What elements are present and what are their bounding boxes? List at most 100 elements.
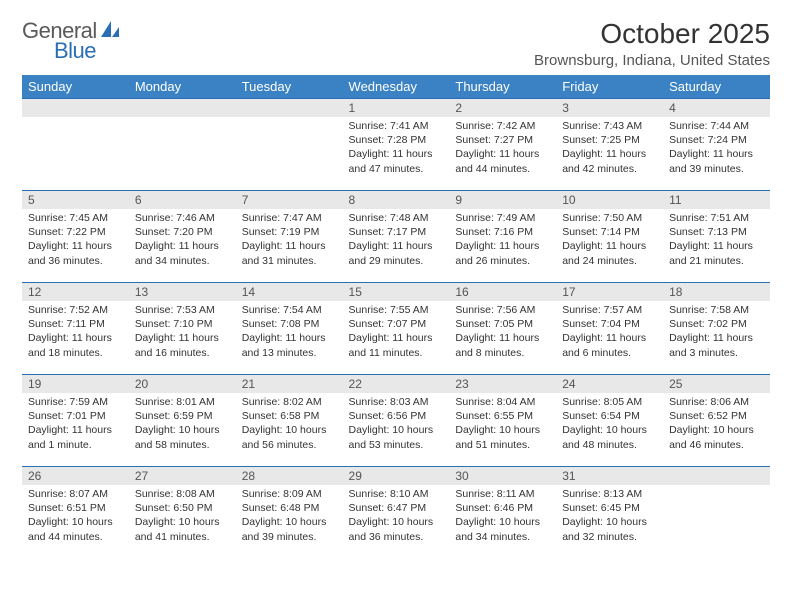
calendar-week-row: 1Sunrise: 7:41 AMSunset: 7:28 PMDaylight…: [22, 99, 770, 191]
weekday-header: Thursday: [449, 75, 556, 99]
sunset-text: Sunset: 7:01 PM: [28, 409, 123, 423]
sunset-text: Sunset: 7:02 PM: [669, 317, 764, 331]
sunset-text: Sunset: 6:56 PM: [349, 409, 444, 423]
sunset-text: Sunset: 6:58 PM: [242, 409, 337, 423]
calendar-day-cell: 7Sunrise: 7:47 AMSunset: 7:19 PMDaylight…: [236, 191, 343, 283]
daylight-text: Daylight: 10 hours and 48 minutes.: [562, 423, 657, 451]
day-content: Sunrise: 8:07 AMSunset: 6:51 PMDaylight:…: [22, 485, 129, 548]
day-number: 6: [129, 191, 236, 209]
day-number: 10: [556, 191, 663, 209]
calendar-day-cell: 20Sunrise: 8:01 AMSunset: 6:59 PMDayligh…: [129, 375, 236, 467]
sunrise-text: Sunrise: 8:04 AM: [455, 395, 550, 409]
sunrise-text: Sunrise: 7:51 AM: [669, 211, 764, 225]
weekday-header: Friday: [556, 75, 663, 99]
calendar-day-cell: 5Sunrise: 7:45 AMSunset: 7:22 PMDaylight…: [22, 191, 129, 283]
sunrise-text: Sunrise: 8:03 AM: [349, 395, 444, 409]
day-content: Sunrise: 8:09 AMSunset: 6:48 PMDaylight:…: [236, 485, 343, 548]
sunrise-text: Sunrise: 7:49 AM: [455, 211, 550, 225]
day-content: Sunrise: 8:04 AMSunset: 6:55 PMDaylight:…: [449, 393, 556, 456]
day-number: [22, 99, 129, 117]
sunset-text: Sunset: 7:24 PM: [669, 133, 764, 147]
logo-sail-icon: [100, 20, 122, 43]
sunrise-text: Sunrise: 7:46 AM: [135, 211, 230, 225]
calendar-day-cell: 3Sunrise: 7:43 AMSunset: 7:25 PMDaylight…: [556, 99, 663, 191]
daylight-text: Daylight: 11 hours and 18 minutes.: [28, 331, 123, 359]
calendar-day-cell: 15Sunrise: 7:55 AMSunset: 7:07 PMDayligh…: [343, 283, 450, 375]
sunset-text: Sunset: 6:55 PM: [455, 409, 550, 423]
day-content: Sunrise: 7:44 AMSunset: 7:24 PMDaylight:…: [663, 117, 770, 180]
daylight-text: Daylight: 10 hours and 51 minutes.: [455, 423, 550, 451]
daylight-text: Daylight: 10 hours and 56 minutes.: [242, 423, 337, 451]
daylight-text: Daylight: 11 hours and 3 minutes.: [669, 331, 764, 359]
sunrise-text: Sunrise: 8:08 AM: [135, 487, 230, 501]
day-number: 3: [556, 99, 663, 117]
day-number: 7: [236, 191, 343, 209]
title-block: October 2025 Brownsburg, Indiana, United…: [534, 18, 770, 69]
sunset-text: Sunset: 6:45 PM: [562, 501, 657, 515]
day-number: 4: [663, 99, 770, 117]
calendar-day-cell: 11Sunrise: 7:51 AMSunset: 7:13 PMDayligh…: [663, 191, 770, 283]
daylight-text: Daylight: 11 hours and 36 minutes.: [28, 239, 123, 267]
daylight-text: Daylight: 11 hours and 1 minute.: [28, 423, 123, 451]
calendar-day-cell: 31Sunrise: 8:13 AMSunset: 6:45 PMDayligh…: [556, 467, 663, 559]
day-number: [663, 467, 770, 485]
sunrise-text: Sunrise: 8:09 AM: [242, 487, 337, 501]
sunset-text: Sunset: 6:51 PM: [28, 501, 123, 515]
day-content: Sunrise: 8:02 AMSunset: 6:58 PMDaylight:…: [236, 393, 343, 456]
day-number: 27: [129, 467, 236, 485]
day-content: Sunrise: 7:56 AMSunset: 7:05 PMDaylight:…: [449, 301, 556, 364]
daylight-text: Daylight: 10 hours and 32 minutes.: [562, 515, 657, 543]
day-content: Sunrise: 7:42 AMSunset: 7:27 PMDaylight:…: [449, 117, 556, 180]
calendar-day-cell: [663, 467, 770, 559]
day-content: Sunrise: 8:13 AMSunset: 6:45 PMDaylight:…: [556, 485, 663, 548]
sunset-text: Sunset: 7:08 PM: [242, 317, 337, 331]
sunrise-text: Sunrise: 7:52 AM: [28, 303, 123, 317]
daylight-text: Daylight: 11 hours and 26 minutes.: [455, 239, 550, 267]
day-number: 5: [22, 191, 129, 209]
daylight-text: Daylight: 10 hours and 34 minutes.: [455, 515, 550, 543]
daylight-text: Daylight: 11 hours and 47 minutes.: [349, 147, 444, 175]
day-content: Sunrise: 7:55 AMSunset: 7:07 PMDaylight:…: [343, 301, 450, 364]
calendar-day-cell: 18Sunrise: 7:58 AMSunset: 7:02 PMDayligh…: [663, 283, 770, 375]
calendar-day-cell: 6Sunrise: 7:46 AMSunset: 7:20 PMDaylight…: [129, 191, 236, 283]
weekday-header-row: Sunday Monday Tuesday Wednesday Thursday…: [22, 75, 770, 99]
calendar-day-cell: 21Sunrise: 8:02 AMSunset: 6:58 PMDayligh…: [236, 375, 343, 467]
day-content: Sunrise: 8:01 AMSunset: 6:59 PMDaylight:…: [129, 393, 236, 456]
sunrise-text: Sunrise: 7:50 AM: [562, 211, 657, 225]
daylight-text: Daylight: 10 hours and 41 minutes.: [135, 515, 230, 543]
calendar-week-row: 19Sunrise: 7:59 AMSunset: 7:01 PMDayligh…: [22, 375, 770, 467]
calendar-day-cell: 28Sunrise: 8:09 AMSunset: 6:48 PMDayligh…: [236, 467, 343, 559]
sunrise-text: Sunrise: 7:57 AM: [562, 303, 657, 317]
daylight-text: Daylight: 11 hours and 13 minutes.: [242, 331, 337, 359]
calendar-week-row: 12Sunrise: 7:52 AMSunset: 7:11 PMDayligh…: [22, 283, 770, 375]
calendar-day-cell: 22Sunrise: 8:03 AMSunset: 6:56 PMDayligh…: [343, 375, 450, 467]
sunrise-text: Sunrise: 8:11 AM: [455, 487, 550, 501]
sunrise-text: Sunrise: 8:05 AM: [562, 395, 657, 409]
sunset-text: Sunset: 7:07 PM: [349, 317, 444, 331]
day-number: [129, 99, 236, 117]
day-number: 15: [343, 283, 450, 301]
calendar-day-cell: 26Sunrise: 8:07 AMSunset: 6:51 PMDayligh…: [22, 467, 129, 559]
sunset-text: Sunset: 7:14 PM: [562, 225, 657, 239]
day-content: Sunrise: 7:58 AMSunset: 7:02 PMDaylight:…: [663, 301, 770, 364]
sunset-text: Sunset: 6:50 PM: [135, 501, 230, 515]
day-number: 21: [236, 375, 343, 393]
sunrise-text: Sunrise: 8:01 AM: [135, 395, 230, 409]
day-number: 12: [22, 283, 129, 301]
day-number: 2: [449, 99, 556, 117]
day-number: 1: [343, 99, 450, 117]
weekday-header: Saturday: [663, 75, 770, 99]
calendar-day-cell: 24Sunrise: 8:05 AMSunset: 6:54 PMDayligh…: [556, 375, 663, 467]
day-number: 8: [343, 191, 450, 209]
calendar-day-cell: 9Sunrise: 7:49 AMSunset: 7:16 PMDaylight…: [449, 191, 556, 283]
day-number: 23: [449, 375, 556, 393]
day-number: 28: [236, 467, 343, 485]
daylight-text: Daylight: 11 hours and 6 minutes.: [562, 331, 657, 359]
daylight-text: Daylight: 10 hours and 36 minutes.: [349, 515, 444, 543]
day-content: Sunrise: 7:51 AMSunset: 7:13 PMDaylight:…: [663, 209, 770, 272]
day-number: 9: [449, 191, 556, 209]
weekday-header: Sunday: [22, 75, 129, 99]
sunrise-text: Sunrise: 7:54 AM: [242, 303, 337, 317]
sunrise-text: Sunrise: 7:53 AM: [135, 303, 230, 317]
calendar-day-cell: [129, 99, 236, 191]
